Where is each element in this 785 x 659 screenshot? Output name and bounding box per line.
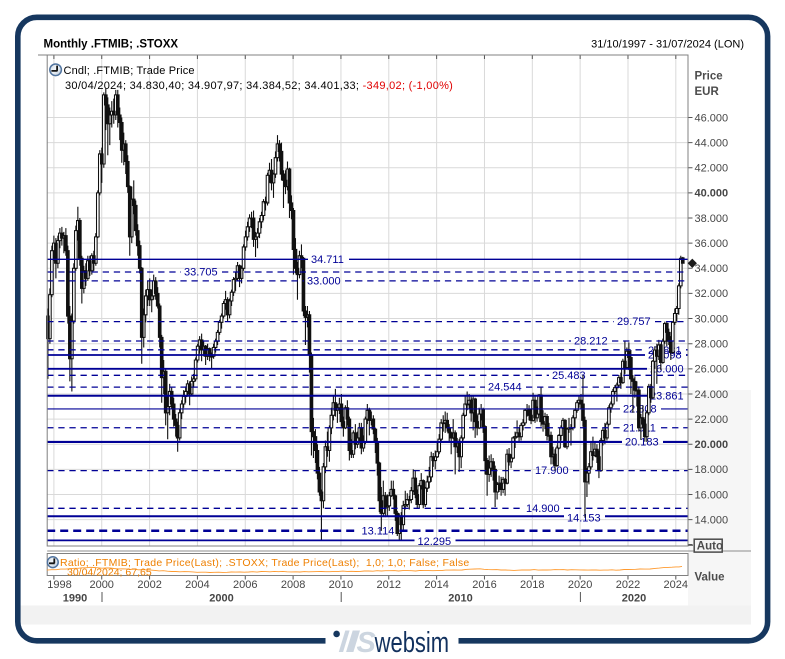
svg-text:44.000: 44.000 bbox=[695, 137, 729, 149]
svg-text:18.000: 18.000 bbox=[695, 464, 729, 476]
svg-text:EUR: EUR bbox=[695, 86, 720, 98]
svg-text:2008: 2008 bbox=[281, 579, 305, 591]
svg-text:30/04/2024; 34.830,40; 34.907,: 30/04/2024; 34.830,40; 34.907,97; 34.384… bbox=[65, 80, 453, 92]
svg-text:33.705: 33.705 bbox=[184, 267, 218, 279]
svg-text:28.000: 28.000 bbox=[695, 339, 729, 351]
svg-text:14.900: 14.900 bbox=[526, 503, 560, 515]
svg-text:S: S bbox=[357, 627, 377, 659]
svg-text:2016: 2016 bbox=[472, 579, 496, 591]
svg-text:38.000: 38.000 bbox=[695, 213, 729, 225]
svg-text:2010: 2010 bbox=[329, 579, 353, 591]
svg-text:13.114: 13.114 bbox=[362, 525, 395, 537]
svg-text:26.000: 26.000 bbox=[650, 363, 684, 375]
svg-text:2010: 2010 bbox=[448, 593, 472, 605]
svg-text:20.183: 20.183 bbox=[625, 437, 659, 449]
svg-text:Cndl; .FTMIB; Trade Price: Cndl; .FTMIB; Trade Price bbox=[64, 65, 195, 77]
svg-text:28.212: 28.212 bbox=[574, 336, 608, 348]
svg-text:2024: 2024 bbox=[664, 579, 688, 591]
svg-text:2004: 2004 bbox=[185, 579, 209, 591]
svg-text:2012: 2012 bbox=[377, 579, 401, 591]
svg-text:Monthly .FTMIB; .STOXX: Monthly .FTMIB; .STOXX bbox=[44, 39, 179, 51]
svg-text:31/10/1997 - 31/07/2024 (LON): 31/10/1997 - 31/07/2024 (LON) bbox=[591, 39, 744, 51]
svg-text:32.000: 32.000 bbox=[695, 288, 729, 300]
svg-text:34.000: 34.000 bbox=[695, 263, 729, 275]
svg-text:29.757: 29.757 bbox=[617, 316, 651, 328]
svg-text:2006: 2006 bbox=[233, 579, 257, 591]
svg-text:34.711: 34.711 bbox=[311, 254, 344, 266]
svg-text:Auto: Auto bbox=[697, 541, 723, 553]
svg-text:Value: Value bbox=[695, 572, 725, 584]
svg-text:40.000: 40.000 bbox=[695, 188, 729, 200]
svg-text:16.000: 16.000 bbox=[695, 489, 729, 501]
svg-text:33.000: 33.000 bbox=[307, 276, 341, 288]
svg-text:17.900: 17.900 bbox=[535, 465, 569, 477]
svg-text:24.544: 24.544 bbox=[488, 382, 522, 394]
svg-text:46.000: 46.000 bbox=[695, 112, 729, 124]
svg-text:24.000: 24.000 bbox=[695, 389, 729, 401]
svg-text:1990: 1990 bbox=[63, 593, 87, 605]
svg-text:1998: 1998 bbox=[47, 579, 71, 591]
svg-text:14.153: 14.153 bbox=[567, 512, 601, 524]
svg-text:25.483: 25.483 bbox=[552, 370, 586, 382]
svg-text:2002: 2002 bbox=[137, 579, 161, 591]
svg-text:2018: 2018 bbox=[520, 579, 544, 591]
svg-text:2000: 2000 bbox=[89, 579, 113, 591]
svg-text:websim: websim bbox=[374, 627, 449, 659]
svg-text:Price: Price bbox=[695, 71, 723, 83]
svg-text:2020: 2020 bbox=[622, 593, 646, 605]
svg-text:Ratio; .FTMIB; Trade Price(Las: Ratio; .FTMIB; Trade Price(Last); .STOXX… bbox=[60, 557, 469, 569]
svg-text:2022: 2022 bbox=[616, 579, 640, 591]
svg-text:12.295: 12.295 bbox=[418, 536, 452, 548]
svg-text:23.861: 23.861 bbox=[650, 390, 684, 402]
svg-text:26.000: 26.000 bbox=[695, 364, 729, 376]
svg-text:36.000: 36.000 bbox=[695, 238, 729, 250]
svg-text:14.000: 14.000 bbox=[695, 514, 729, 526]
svg-text:2020: 2020 bbox=[568, 579, 592, 591]
svg-text:30.000: 30.000 bbox=[695, 313, 729, 325]
svg-text:2000: 2000 bbox=[209, 593, 233, 605]
svg-text:22.000: 22.000 bbox=[695, 414, 729, 426]
svg-text:42.000: 42.000 bbox=[695, 163, 729, 175]
svg-text:20.000: 20.000 bbox=[695, 439, 729, 451]
svg-text:2014: 2014 bbox=[424, 579, 448, 591]
svg-text:30/04/2024; 67,65: 30/04/2024; 67,65 bbox=[67, 566, 152, 578]
